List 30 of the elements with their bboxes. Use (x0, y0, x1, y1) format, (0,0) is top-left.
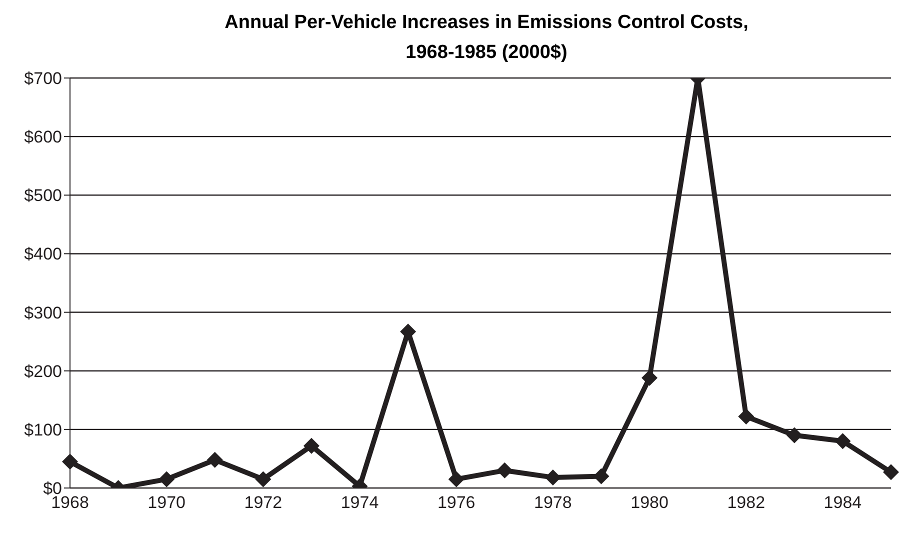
point (62, 454, 78, 470)
point (883, 464, 899, 480)
y-tick-label: $300 (24, 303, 62, 322)
y-tick-label: $500 (24, 186, 62, 206)
point (786, 427, 802, 444)
x-tick-label: 1980 (630, 493, 668, 512)
point (738, 408, 754, 425)
point (642, 370, 658, 386)
x-tick-label: 1984 (824, 493, 862, 512)
chart-title: Annual Per-Vehicle Increases in Emissions Control Costs, 1968-1985 (2000$) (224, 11, 750, 65)
point (496, 462, 513, 478)
point (158, 471, 175, 488)
y-tick-label: $100 (24, 420, 62, 440)
x-tick-label: 1982 (727, 493, 766, 512)
y-tick-label: $200 (24, 362, 62, 381)
point (448, 471, 464, 488)
point (255, 471, 272, 488)
y-tick-label: $700 (24, 69, 62, 88)
point (206, 452, 223, 468)
point (544, 469, 561, 486)
y-tick-label: $400 (24, 244, 62, 264)
y-tick-label: $600 (24, 128, 62, 147)
x-tick-label: 1978 (534, 493, 572, 512)
point (834, 433, 851, 450)
x-tick-label: 1974 (340, 493, 379, 512)
x-tick-label: 1970 (148, 493, 186, 512)
x-tick-label: 1976 (437, 493, 476, 512)
x-tick-label: 1968 (51, 493, 89, 512)
x-tick-label: 1972 (244, 493, 282, 512)
point (303, 438, 320, 454)
